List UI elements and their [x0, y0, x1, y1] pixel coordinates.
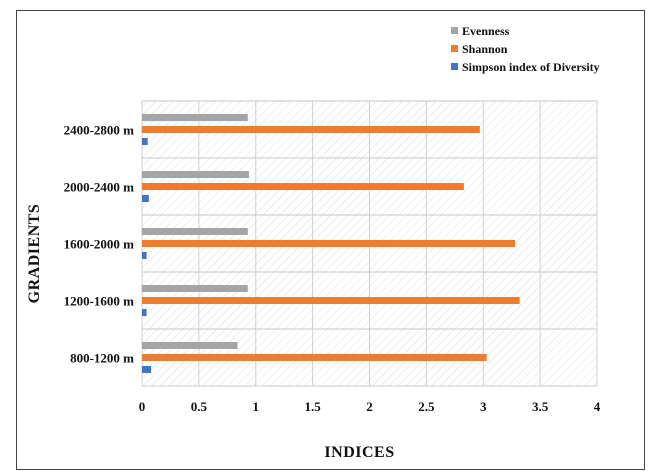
- legend-label: Shannon: [462, 42, 508, 56]
- bar-shannon: [142, 240, 516, 247]
- bar-simpson-index-of-diversity: [142, 309, 147, 316]
- bars: [142, 114, 520, 373]
- bar-chart: 0 0.5 1 1.5 2 2.5 3 3.5 4 800-1200 m 1200-1600 m 1…: [26, 24, 601, 461]
- y-axis-title: GRADIENTS: [26, 204, 43, 304]
- legend-swatch: [451, 45, 458, 52]
- bar-evenness: [142, 285, 248, 292]
- x-tick-label: 3: [480, 399, 487, 414]
- chart-frame: 0 0.5 1 1.5 2 2.5 3 3.5 4 800-1200 m 1200-1600 m 1…: [16, 10, 645, 470]
- x-axis-ticks: 0 0.5 1 1.5 2 2.5 3 3.5 4: [139, 399, 601, 414]
- x-tick-label: 0: [139, 399, 146, 414]
- bar-simpson-index-of-diversity: [142, 366, 152, 373]
- x-tick-label: 1: [253, 399, 260, 414]
- legend: Evenness Shannon Simpson index of Diversit…: [451, 24, 600, 74]
- bar-simpson-index-of-diversity: [142, 138, 148, 145]
- y-tick-label: 1200-1600 m: [64, 294, 135, 309]
- gridlines: [141, 100, 598, 387]
- x-tick-label: 2.5: [418, 399, 435, 414]
- legend-swatch: [451, 63, 458, 70]
- bar-evenness: [142, 171, 249, 178]
- y-tick-label: 800-1200 m: [70, 351, 134, 366]
- legend-swatch: [451, 27, 458, 34]
- bar-simpson-index-of-diversity: [142, 195, 149, 202]
- y-tick-label: 2000-2400 m: [64, 180, 135, 195]
- legend-label: Evenness: [462, 24, 510, 38]
- x-tick-label: 2: [366, 399, 373, 414]
- bar-shannon: [142, 126, 480, 133]
- bar-shannon: [142, 297, 520, 304]
- y-tick-label: 2400-2800 m: [64, 123, 135, 138]
- x-tick-label: 0.5: [191, 399, 208, 414]
- x-tick-label: 3.5: [532, 399, 549, 414]
- x-tick-label: 4: [594, 399, 601, 414]
- bar-shannon: [142, 354, 487, 361]
- y-tick-label: 1600-2000 m: [64, 237, 135, 252]
- bar-evenness: [142, 342, 238, 349]
- x-axis-title: INDICES: [324, 444, 394, 461]
- y-axis-ticks: 800-1200 m 1200-1600 m 1600-2000 m 2000-240…: [64, 123, 135, 366]
- bar-simpson-index-of-diversity: [142, 252, 147, 259]
- bar-evenness: [142, 114, 248, 121]
- x-tick-label: 1.5: [305, 399, 322, 414]
- legend-label: Simpson index of Diversity: [462, 60, 600, 74]
- bar-shannon: [142, 183, 464, 190]
- bar-evenness: [142, 228, 248, 235]
